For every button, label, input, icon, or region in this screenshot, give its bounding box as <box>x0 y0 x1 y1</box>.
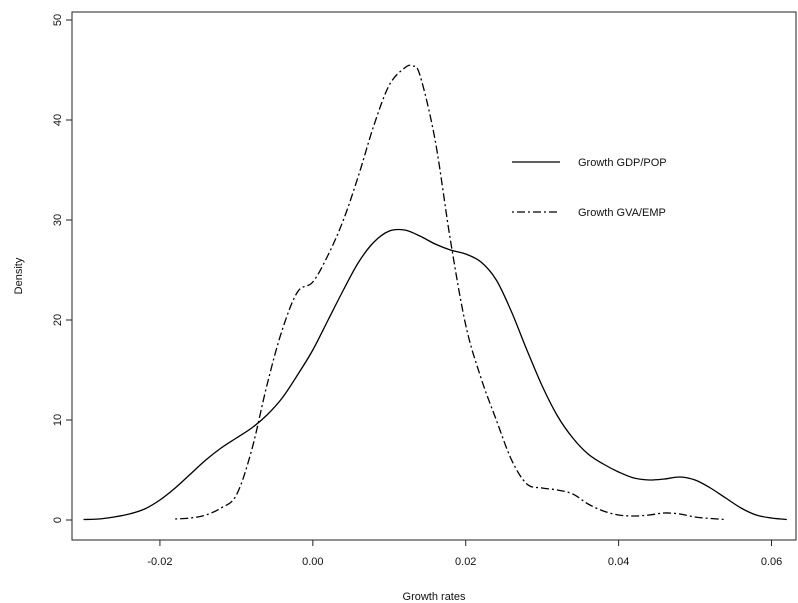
series-line-1 <box>83 228 787 521</box>
legend-label-2: Growth GVA/EMP <box>578 207 666 219</box>
series-line-2 <box>175 64 726 521</box>
x-axis: -0.02 0.00 0.02 0.04 0.06 <box>147 540 782 568</box>
series-layer <box>83 64 787 521</box>
x-tick-label: 0.04 <box>608 556 629 568</box>
legend-label-1: Growth GDP/POP <box>578 157 667 169</box>
y-tick-label: 0 <box>52 517 64 523</box>
plot-frame <box>71 11 797 541</box>
x-tick-label: 0.02 <box>455 556 476 568</box>
y-tick-label: 10 <box>52 414 64 426</box>
x-tick-label: 0.00 <box>302 556 323 568</box>
y-axis-title: Density <box>13 257 25 294</box>
y-tick-label: 50 <box>52 14 64 26</box>
x-tick-label: 0.06 <box>761 556 782 568</box>
y-tick-label: 40 <box>52 114 64 126</box>
legend: Growth GDP/POP Growth GVA/EMP <box>512 157 667 219</box>
x-axis-title: Growth rates <box>403 591 466 603</box>
y-axis: 0 10 20 30 40 50 <box>52 14 72 523</box>
y-tick-label: 20 <box>52 314 64 326</box>
y-tick-label: 30 <box>52 214 64 226</box>
x-tick-label: -0.02 <box>147 556 172 568</box>
